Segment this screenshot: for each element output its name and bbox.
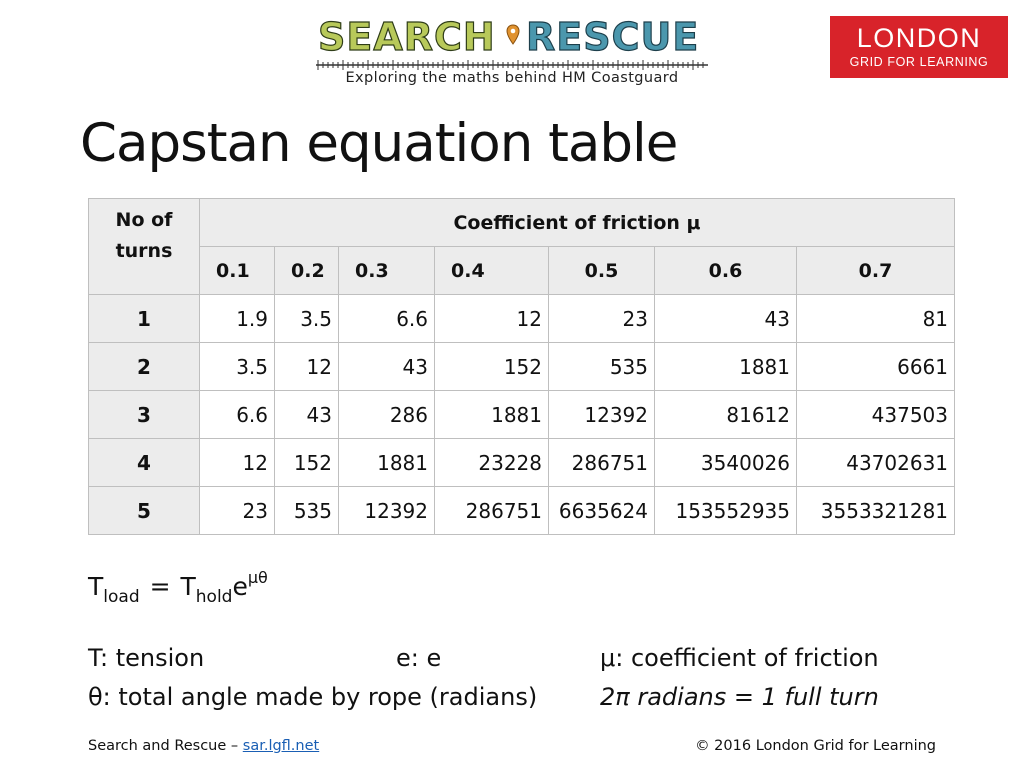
table-cell: 286 bbox=[338, 390, 435, 439]
table-row: 1 1.9 3.5 6.6 12 23 43 81 bbox=[88, 294, 956, 343]
table-cell: 3.5 bbox=[274, 294, 339, 343]
table-row: 5 23 535 12392 286751 6635624 153552935 … bbox=[88, 486, 956, 535]
legend-tension: T: tension bbox=[88, 644, 205, 672]
mu-column-header: 0.4 bbox=[434, 246, 549, 295]
formula-t-hold: T bbox=[180, 572, 196, 601]
turns-row-header: 4 bbox=[88, 438, 200, 487]
table-cell: 6635624 bbox=[548, 486, 655, 535]
table-row: 3 6.6 43 286 1881 12392 81612 437503 bbox=[88, 390, 956, 439]
table-cell: 535 bbox=[548, 342, 655, 391]
formula-hold-subscript: hold bbox=[195, 587, 233, 607]
turns-column-header: No of turns bbox=[88, 198, 200, 295]
table-cell: 535 bbox=[274, 486, 339, 535]
ruler-decoration-icon bbox=[316, 60, 708, 70]
table-cell: 3553321281 bbox=[795, 486, 956, 535]
lgfl-logo-line2: GRID FOR LEARNING bbox=[849, 55, 989, 69]
legend-full-turn: 2π radians = 1 full turn bbox=[600, 683, 879, 711]
table-cell: 3.5 bbox=[199, 342, 275, 391]
table-cell: 81 bbox=[795, 294, 956, 343]
formula-load-subscript: load bbox=[103, 587, 140, 607]
mu-column-header: 0.6 bbox=[654, 246, 797, 295]
logo-word-rescue: RESCUE bbox=[525, 15, 700, 59]
table-cell: 1881 bbox=[654, 342, 797, 391]
turns-row-header: 1 bbox=[88, 294, 200, 343]
table-cell: 43 bbox=[654, 294, 797, 343]
table-cell: 437503 bbox=[795, 390, 956, 439]
table-cell: 43 bbox=[274, 390, 339, 439]
table-cell: 286751 bbox=[434, 486, 549, 535]
mu-column-header: 0.7 bbox=[795, 246, 956, 295]
london-grid-for-learning-logo: LONDON GRID FOR LEARNING bbox=[830, 16, 1008, 78]
turns-row-header: 5 bbox=[88, 486, 200, 535]
footer-credit-text: Search and Rescue – bbox=[88, 738, 243, 754]
logo-word-search: SEARCH bbox=[317, 15, 496, 59]
mu-column-header: 0.2 bbox=[274, 246, 339, 295]
mu-column-header: 0.5 bbox=[548, 246, 655, 295]
table-cell: 1.9 bbox=[199, 294, 275, 343]
footer-site-link[interactable]: sar.lgfl.net bbox=[242, 738, 320, 754]
table-cell: 3540026 bbox=[654, 438, 797, 487]
table-cell: 23228 bbox=[434, 438, 549, 487]
table-cell: 152 bbox=[434, 342, 549, 391]
table-cell: 6.6 bbox=[338, 294, 435, 343]
table-cell: 6661 bbox=[795, 342, 956, 391]
formula-t-load: T bbox=[88, 572, 104, 601]
formula-exponent: μθ bbox=[247, 568, 268, 587]
legend-e: e: e bbox=[396, 644, 442, 672]
mu-column-header: 0.3 bbox=[338, 246, 435, 295]
table-cell: 43 bbox=[338, 342, 435, 391]
turns-header-line2: turns bbox=[115, 240, 173, 262]
table-row: 2 3.5 12 43 152 535 1881 6661 bbox=[88, 342, 956, 391]
location-pin-icon bbox=[506, 24, 520, 45]
formula-equals: = bbox=[149, 572, 171, 601]
turns-header-line1: No of bbox=[115, 209, 173, 231]
footer-copyright: © 2016 London Grid for Learning bbox=[695, 738, 936, 754]
capstan-equation-table: No of turns Coefficient of friction μ 0.… bbox=[88, 198, 956, 535]
table-cell: 23 bbox=[199, 486, 275, 535]
table-cell: 1881 bbox=[434, 390, 549, 439]
table-cell: 6.6 bbox=[199, 390, 275, 439]
table-header-row: No of turns Coefficient of friction μ bbox=[88, 198, 956, 295]
table-cell: 153552935 bbox=[654, 486, 797, 535]
friction-coefficient-header: Coefficient of friction μ bbox=[198, 198, 956, 247]
table-cell: 286751 bbox=[548, 438, 655, 487]
search-and-rescue-logo: SEARCH RESCUE Exploring the maths behind… bbox=[316, 15, 708, 90]
table-cell: 12 bbox=[274, 342, 339, 391]
lgfl-logo-line1: LONDON bbox=[856, 23, 982, 53]
table-cell: 81612 bbox=[654, 390, 797, 439]
table-cell: 12392 bbox=[548, 390, 655, 439]
mu-values-row: 0.1 0.2 0.3 0.4 0.5 0.6 0.7 bbox=[89, 246, 956, 295]
mu-column-header: 0.1 bbox=[199, 246, 275, 295]
capstan-formula: Tload = Tholdeμθ bbox=[88, 560, 268, 615]
table-cell: 1881 bbox=[338, 438, 435, 487]
turns-row-header: 2 bbox=[88, 342, 200, 391]
table-cell: 23 bbox=[548, 294, 655, 343]
legend-mu: μ: coefficient of friction bbox=[600, 644, 879, 672]
table-cell: 43702631 bbox=[795, 438, 956, 487]
logo-tagline: Exploring the maths behind HM Coastguard bbox=[345, 70, 679, 86]
table-row: 4 12 152 1881 23228 286751 3540026 43702… bbox=[88, 438, 956, 487]
legend-theta: θ: total angle made by rope (radians) bbox=[88, 683, 538, 711]
formula-exponential-base: e bbox=[232, 572, 248, 601]
table-cell: 12 bbox=[434, 294, 549, 343]
page-title: Capstan equation table bbox=[80, 113, 678, 174]
table-cell: 12 bbox=[199, 438, 275, 487]
table-cell: 152 bbox=[274, 438, 339, 487]
turns-row-header: 3 bbox=[88, 390, 200, 439]
footer-credit: Search and Rescue – sar.lgfl.net bbox=[88, 736, 319, 756]
table-cell: 12392 bbox=[338, 486, 435, 535]
